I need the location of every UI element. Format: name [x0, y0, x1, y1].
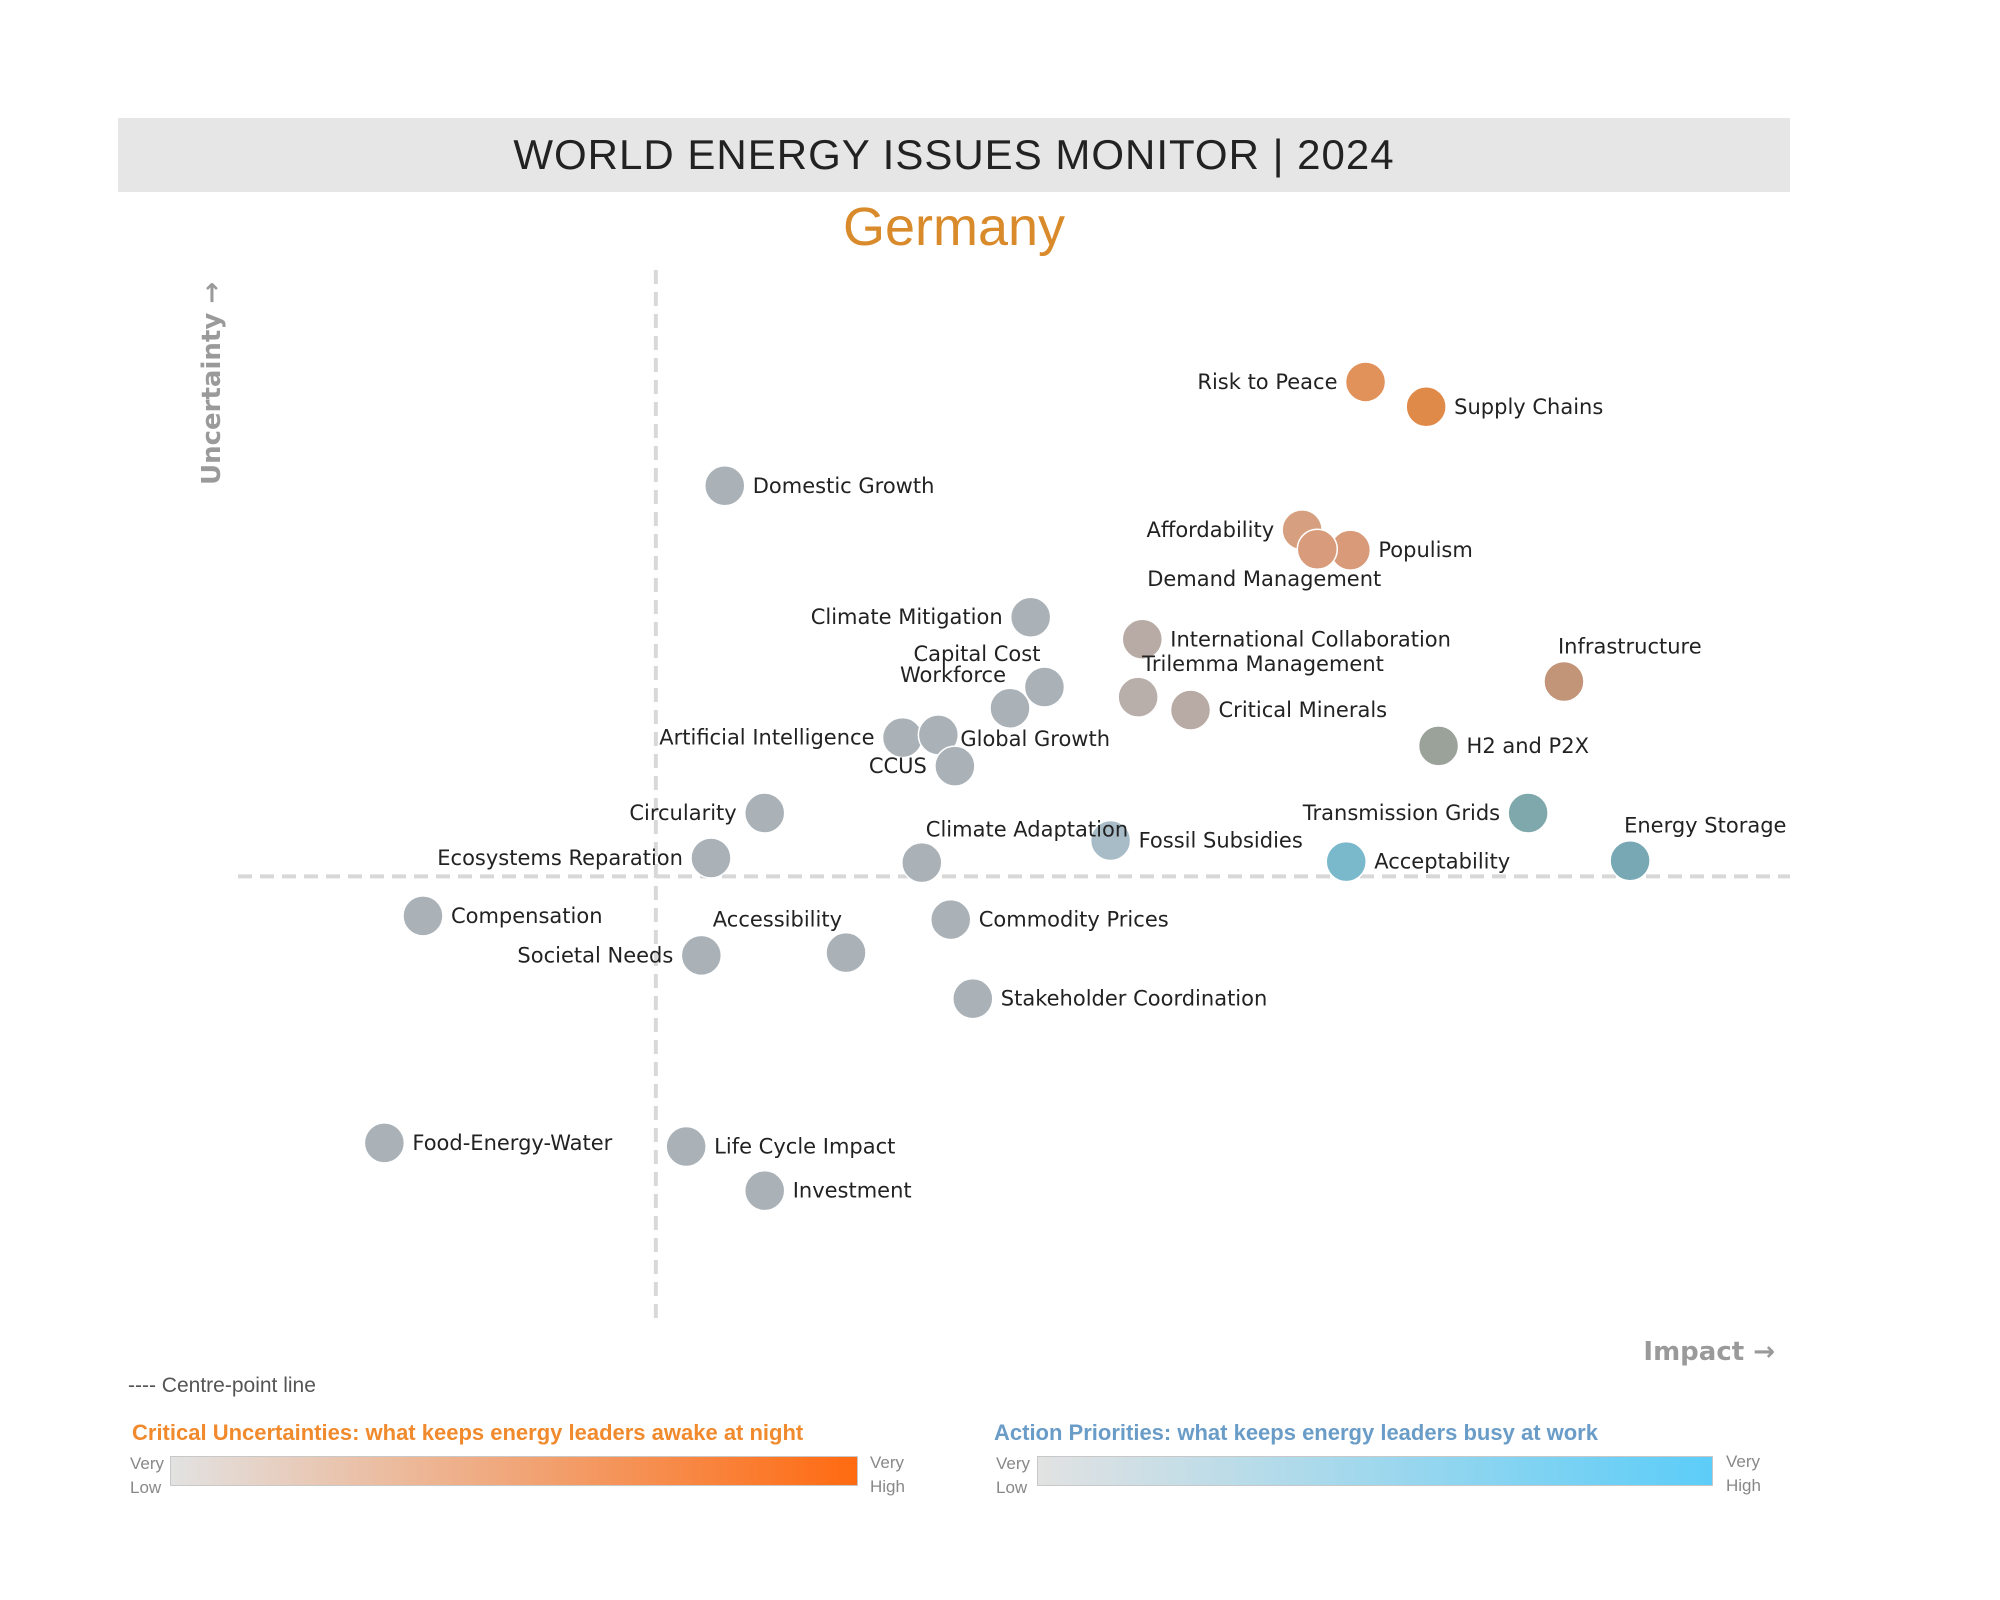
uncertainty-high-label: Very High	[870, 1453, 905, 1496]
point-label: Climate Mitigation	[811, 605, 1003, 629]
uncertainty-gradient-bar	[170, 1456, 858, 1486]
data-point-h2-and-p2x	[1417, 725, 1460, 767]
point-label: Acceptability	[1374, 850, 1510, 874]
point-label: Commodity Prices	[979, 908, 1169, 932]
point-label: International Collaboration	[1170, 627, 1451, 651]
point-label: Climate Adaptation	[926, 818, 1128, 842]
point-label: Circularity	[629, 801, 736, 825]
uncertainty-low-label: Very Low	[130, 1454, 165, 1497]
data-point-artificial-intelligence	[881, 716, 924, 759]
point-label: Societal Needs	[517, 943, 673, 967]
point-label: Critical Minerals	[1219, 698, 1388, 722]
point-label: Trilemma Management	[1141, 652, 1384, 676]
data-point-stakeholder-coordination	[952, 977, 994, 1020]
data-point-workforce	[989, 687, 1031, 729]
priority-gradient-bar	[1037, 1456, 1713, 1486]
data-point-fossil-subsidies	[1089, 819, 1132, 862]
point-label: H2 and P2X	[1467, 734, 1589, 758]
point-label: Populism	[1378, 538, 1472, 562]
data-point-food-energy-water	[363, 1122, 406, 1164]
priority-legend-title: Action Priorities: what keeps energy lea…	[994, 1420, 1598, 1445]
title-bar: WORLD ENERGY ISSUES MONITOR | 2024	[118, 118, 1790, 192]
data-point-infrastructure	[1543, 660, 1585, 703]
point-label: Demand Management	[1147, 567, 1381, 591]
point-label: Affordability	[1146, 518, 1274, 542]
data-point-life-cycle-impact	[665, 1125, 707, 1168]
data-point-accessibility	[825, 931, 867, 974]
point-label: Infrastructure	[1558, 635, 1702, 659]
data-point-compensation	[402, 895, 444, 937]
point-label: Ecosystems Reparation	[437, 846, 683, 870]
data-point-climate-mitigation	[1009, 596, 1052, 638]
priority-high-label: Very High	[1726, 1452, 1761, 1495]
y-axis-label: Uncertainty →	[197, 282, 227, 485]
x-axis-label: Impact →	[1643, 1337, 1775, 1367]
point-label: CCUS	[869, 754, 927, 778]
point-label: Fossil Subsidies	[1139, 829, 1303, 853]
point-label: Accessibility	[713, 908, 842, 932]
centre-line-note: ---- Centre-point line	[128, 1374, 316, 1397]
point-label: Global Growth	[960, 727, 1110, 751]
country-subtitle: Germany	[842, 197, 1066, 257]
point-label: Food-Energy-Water	[412, 1131, 612, 1155]
priority-low-label: Very Low	[996, 1454, 1031, 1497]
data-point-societal-needs	[680, 934, 723, 977]
chart-title: WORLD ENERGY ISSUES MONITOR | 2024	[513, 131, 1395, 178]
data-point-supply-chains	[1405, 386, 1447, 428]
point-label: Stakeholder Coordination	[1001, 987, 1268, 1011]
point-label: Investment	[793, 1179, 912, 1203]
data-point-domestic-growth	[704, 465, 746, 507]
data-point-demand-management	[1296, 528, 1339, 570]
data-point-climate-adaptation	[901, 841, 943, 884]
data-point-energy-storage	[1609, 839, 1651, 882]
data-point-investment	[743, 1169, 786, 1212]
data-point-transmission-grids	[1507, 792, 1549, 834]
point-label: Workforce	[900, 663, 1006, 687]
point-label: Energy Storage	[1624, 814, 1786, 838]
point-label: Capital Cost	[913, 642, 1040, 666]
point-label: Transmission Grids	[1302, 801, 1500, 825]
point-label: Compensation	[451, 904, 603, 928]
data-point-critical-minerals	[1169, 689, 1212, 731]
point-label: Supply Chains	[1454, 395, 1603, 419]
data-point-capital-cost	[1023, 666, 1066, 708]
point-label: Risk to Peace	[1197, 370, 1337, 394]
data-point-acceptability	[1325, 840, 1367, 883]
data-point-circularity	[743, 792, 786, 834]
data-point-trilemma-management	[1117, 676, 1159, 718]
uncertainty-legend-title: Critical Uncertainties: what keeps energ…	[132, 1420, 804, 1445]
data-point-risk-to-peace	[1344, 361, 1387, 403]
data-point-ccus	[934, 745, 976, 787]
point-label: Artificial Intelligence	[659, 726, 874, 750]
data-point-international-collaboration	[1121, 618, 1164, 661]
data-point-ecosystems-reparation	[690, 837, 732, 879]
point-label: Life Cycle Impact	[714, 1135, 895, 1159]
data-point-commodity-prices	[929, 898, 972, 941]
point-label: Domestic Growth	[753, 474, 935, 498]
